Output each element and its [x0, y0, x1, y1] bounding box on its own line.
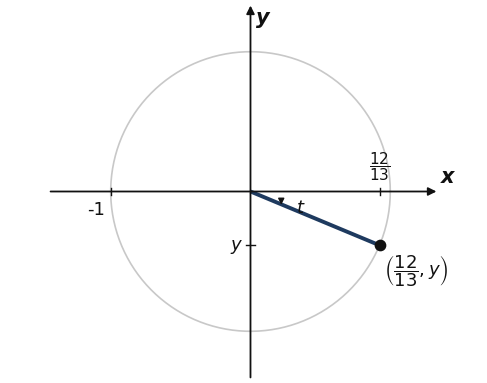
Text: -1: -1	[87, 201, 105, 219]
Text: x: x	[441, 167, 454, 187]
Point	[375, 242, 383, 248]
Text: y: y	[256, 8, 270, 28]
Text: t: t	[297, 198, 303, 216]
Text: $\left(\dfrac{12}{13}, y\right)$: $\left(\dfrac{12}{13}, y\right)$	[384, 254, 448, 289]
Text: y: y	[230, 236, 241, 254]
Text: $\dfrac{12}{13}$: $\dfrac{12}{13}$	[369, 151, 390, 183]
